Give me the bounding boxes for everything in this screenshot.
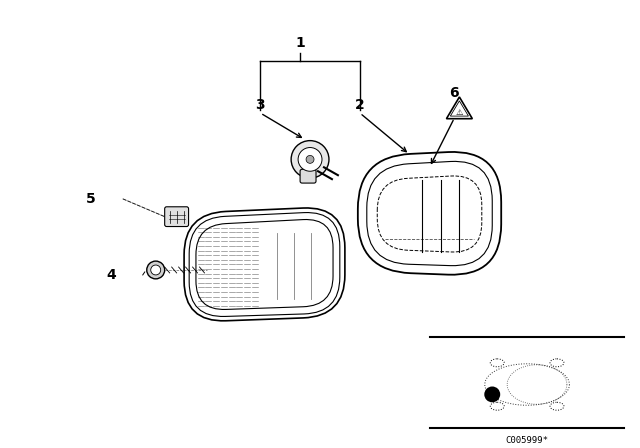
- Polygon shape: [451, 101, 468, 116]
- FancyBboxPatch shape: [300, 169, 316, 183]
- PathPatch shape: [358, 152, 501, 275]
- Text: 1: 1: [295, 36, 305, 50]
- Circle shape: [291, 141, 329, 178]
- Text: ⚠: ⚠: [456, 108, 463, 116]
- Ellipse shape: [490, 402, 504, 410]
- FancyBboxPatch shape: [164, 207, 189, 227]
- Ellipse shape: [550, 402, 564, 410]
- Circle shape: [484, 387, 500, 402]
- Text: 5: 5: [86, 192, 96, 206]
- Circle shape: [147, 261, 164, 279]
- Text: 4: 4: [106, 268, 116, 282]
- Ellipse shape: [550, 359, 564, 367]
- Circle shape: [306, 155, 314, 164]
- Ellipse shape: [490, 359, 504, 367]
- Text: C005999*: C005999*: [505, 436, 548, 445]
- Text: 2: 2: [355, 98, 365, 112]
- PathPatch shape: [196, 220, 333, 310]
- Circle shape: [298, 147, 322, 171]
- Polygon shape: [447, 97, 472, 119]
- Circle shape: [151, 265, 161, 275]
- Text: 3: 3: [255, 98, 265, 112]
- PathPatch shape: [184, 208, 345, 321]
- Text: 6: 6: [450, 86, 460, 100]
